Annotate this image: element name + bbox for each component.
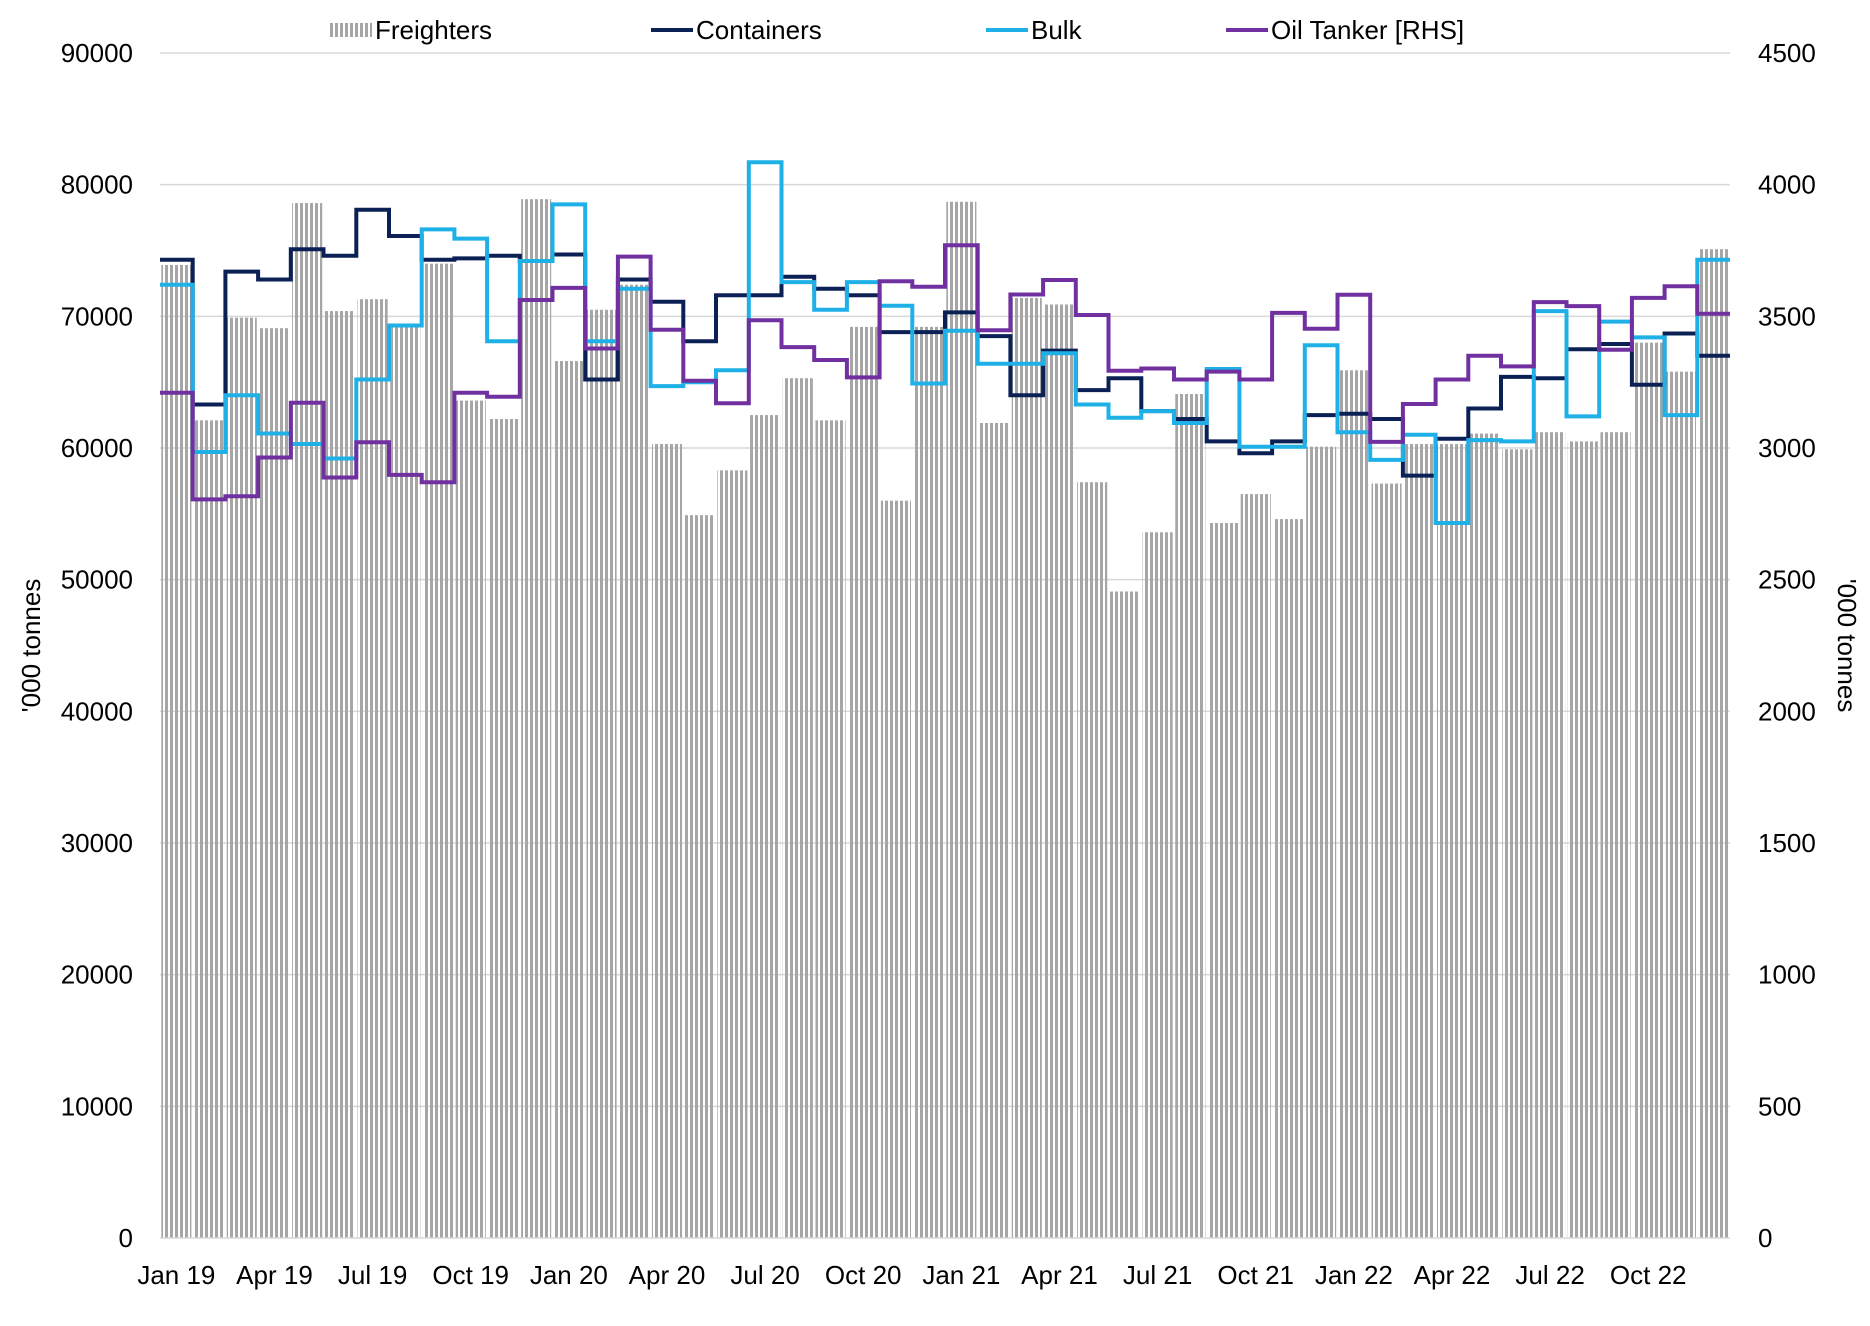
x-tick-label: Apr 21 bbox=[1021, 1260, 1098, 1290]
freighters-bar bbox=[848, 326, 879, 1238]
freighters-bar bbox=[586, 309, 617, 1238]
x-tick-label: Jan 21 bbox=[922, 1260, 1000, 1290]
y-right-tick-label: 500 bbox=[1758, 1091, 1801, 1121]
y-left-tick-label: 50000 bbox=[61, 565, 133, 595]
freighters-bar bbox=[422, 263, 454, 1239]
freighters-bar bbox=[1404, 444, 1435, 1238]
legend-label: Bulk bbox=[1031, 15, 1083, 45]
freighters-bar bbox=[1207, 523, 1239, 1238]
freighters-bar bbox=[619, 284, 650, 1238]
freighters-bar bbox=[1371, 483, 1402, 1238]
y-left-tick-label: 0 bbox=[119, 1223, 133, 1253]
y-left-tick-label: 60000 bbox=[61, 433, 133, 463]
y-left-tick-label: 90000 bbox=[61, 38, 133, 68]
freighters-bar bbox=[750, 415, 781, 1238]
y-right-tick-label: 2000 bbox=[1758, 696, 1816, 726]
freighters-bar bbox=[1306, 446, 1337, 1238]
freighters-bar bbox=[946, 201, 977, 1239]
x-tick-label: Apr 20 bbox=[629, 1260, 706, 1290]
freighters-bar bbox=[1535, 432, 1566, 1238]
freighters-bar bbox=[979, 422, 1010, 1238]
freighters-bar bbox=[815, 420, 846, 1239]
freighters-bar bbox=[684, 515, 715, 1238]
y-right-tick-label: 4500 bbox=[1758, 38, 1816, 68]
freighters-bar bbox=[1142, 532, 1173, 1238]
x-tick-label: Oct 20 bbox=[825, 1260, 902, 1290]
legend-label: Oil Tanker [RHS] bbox=[1271, 15, 1464, 45]
freighters-bar bbox=[390, 326, 421, 1238]
x-tick-label: Jul 22 bbox=[1515, 1260, 1584, 1290]
freighters-bar bbox=[521, 199, 552, 1238]
legend-label: Containers bbox=[696, 15, 822, 45]
y-right-tick-label: 3500 bbox=[1758, 301, 1816, 331]
y-left-tick-label: 30000 bbox=[61, 828, 133, 858]
freighters-bars bbox=[161, 199, 1729, 1239]
freighters-bar bbox=[651, 444, 683, 1238]
y-right-tick-label: 1500 bbox=[1758, 828, 1816, 858]
x-tick-label: Jan 22 bbox=[1315, 1260, 1393, 1290]
y-right-axis-title: '000 tonnes bbox=[1832, 579, 1862, 713]
legend-swatch-freighters bbox=[330, 23, 372, 37]
y-left-tick-label: 70000 bbox=[61, 301, 133, 331]
freighters-bar bbox=[1338, 370, 1369, 1239]
x-tick-label: Oct 19 bbox=[432, 1260, 509, 1290]
freighters-bar bbox=[1011, 297, 1042, 1238]
freighters-bar bbox=[324, 311, 355, 1239]
freighters-bar bbox=[1109, 591, 1140, 1238]
freighters-bar bbox=[1502, 449, 1533, 1239]
y-right-tick-label: 0 bbox=[1758, 1223, 1772, 1253]
freighters-bar bbox=[1633, 342, 1664, 1239]
freighters-bar bbox=[226, 317, 257, 1238]
legend-label: Freighters bbox=[375, 15, 492, 45]
y-right-tick-label: 3000 bbox=[1758, 433, 1816, 463]
x-tick-label: Oct 22 bbox=[1610, 1260, 1687, 1290]
x-tick-label: Apr 19 bbox=[236, 1260, 313, 1290]
freighters-bar bbox=[1044, 304, 1075, 1238]
y-right-tick-label: 1000 bbox=[1758, 960, 1816, 990]
y-left-tick-label: 10000 bbox=[61, 1091, 133, 1121]
legend: Freighters Containers Bulk Oil Tanker [RHS] bbox=[330, 15, 1464, 45]
x-tick-label: Jan 19 bbox=[137, 1260, 215, 1290]
y-left-tick-label: 40000 bbox=[61, 696, 133, 726]
freighters-bar bbox=[1469, 433, 1500, 1238]
freighters-bar bbox=[1077, 482, 1108, 1238]
freighters-bar bbox=[1665, 371, 1696, 1239]
freighters-bar bbox=[880, 500, 911, 1239]
y-left-axis-title: '000 tonnes bbox=[16, 579, 46, 713]
x-tick-label: Jul 20 bbox=[730, 1260, 799, 1290]
freighters-bar bbox=[1240, 494, 1271, 1238]
freighters-bar bbox=[488, 419, 519, 1238]
bulk-line bbox=[160, 160, 1730, 525]
x-tick-label: Jan 20 bbox=[530, 1260, 608, 1290]
freighters-bar bbox=[1567, 441, 1598, 1239]
freighters-bar bbox=[717, 470, 748, 1239]
series-lines bbox=[160, 160, 1730, 525]
y-left-tick-label: 80000 bbox=[61, 170, 133, 200]
freighters-bar bbox=[292, 203, 323, 1239]
freighters-bar bbox=[1698, 249, 1729, 1238]
x-tick-label: Jul 19 bbox=[338, 1260, 407, 1290]
x-tick-label: Apr 22 bbox=[1414, 1260, 1491, 1290]
freighters-bar bbox=[194, 420, 225, 1239]
y-left-tick-label: 20000 bbox=[61, 960, 133, 990]
freighters-bar bbox=[455, 400, 486, 1239]
freighters-bar bbox=[1600, 432, 1631, 1238]
oil-tanker-rhs-line bbox=[160, 243, 1730, 502]
x-tick-label: Oct 21 bbox=[1217, 1260, 1294, 1290]
freighters-bar bbox=[913, 326, 944, 1238]
freighters-bar bbox=[782, 378, 813, 1238]
freighters-bar bbox=[1175, 394, 1206, 1238]
freighters-bar bbox=[357, 299, 388, 1238]
freighters-bar bbox=[161, 264, 192, 1238]
freighters-bar bbox=[1436, 444, 1468, 1238]
x-tick-label: Jul 21 bbox=[1123, 1260, 1192, 1290]
y-right-tick-label: 4000 bbox=[1758, 170, 1816, 200]
freighters-bar bbox=[553, 361, 584, 1239]
axes: 0100002000030000400005000060000700008000… bbox=[16, 38, 1862, 1290]
freighters-bar bbox=[259, 328, 290, 1238]
y-right-tick-label: 2500 bbox=[1758, 565, 1816, 595]
freighters-bar bbox=[1273, 519, 1304, 1238]
